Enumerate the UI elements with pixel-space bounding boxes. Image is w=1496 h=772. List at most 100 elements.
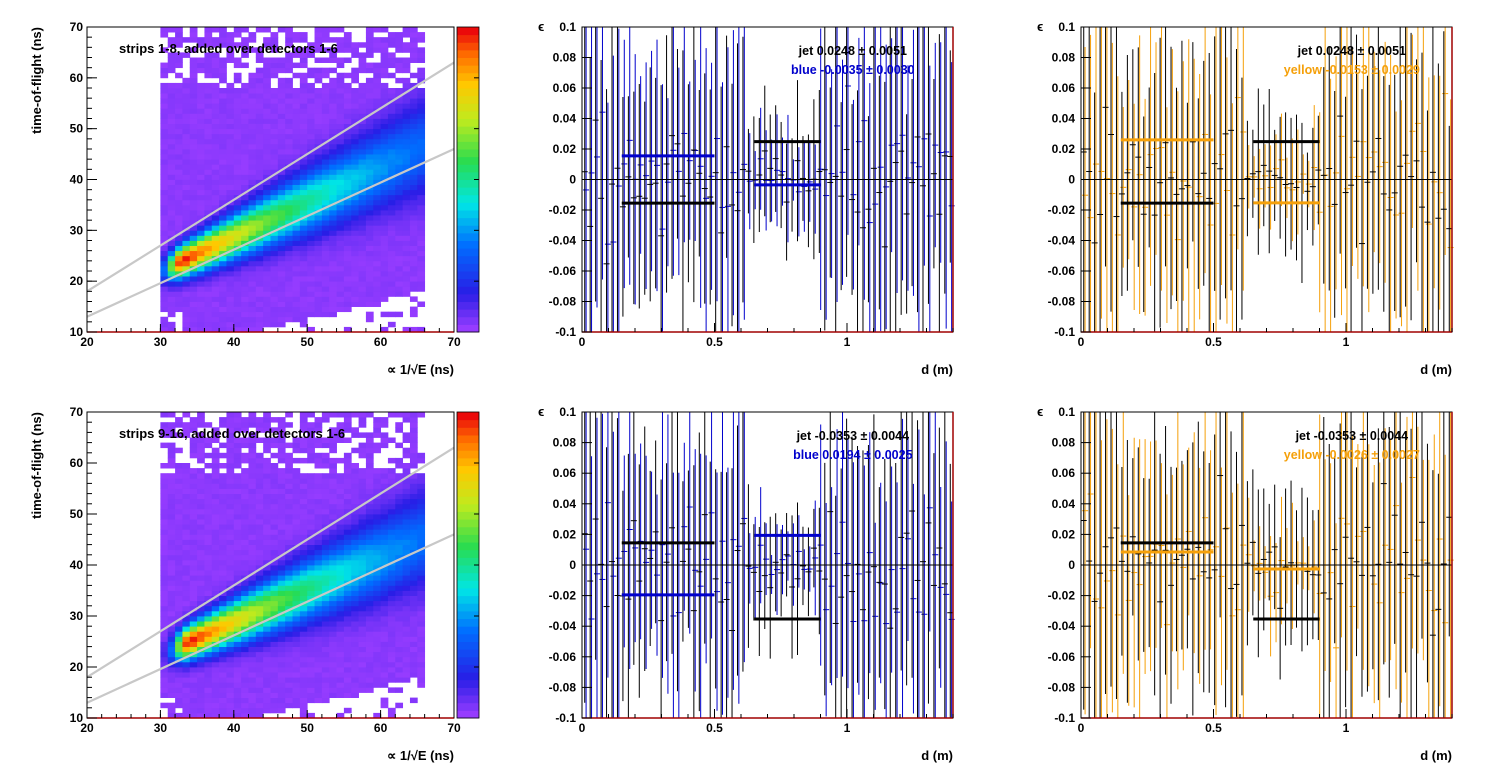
heatmap-cell — [336, 636, 345, 642]
heatmap-cell — [219, 605, 227, 612]
heatmap-cell — [358, 255, 367, 262]
heatmap-cell — [329, 189, 337, 196]
heatmap-cell — [263, 498, 271, 505]
heatmap-cell — [373, 483, 381, 489]
heatmap-cell — [343, 519, 352, 525]
heatmap-cell — [197, 98, 205, 104]
heatmap-cell — [299, 514, 308, 520]
heatmap-cell — [160, 621, 169, 627]
heatmap-cell — [409, 93, 418, 99]
heatmap-cell — [387, 286, 396, 292]
heatmap-cell — [263, 646, 271, 653]
heatmap-cell — [417, 194, 426, 201]
heatmap-cell — [211, 88, 220, 94]
heatmap-cell — [219, 559, 227, 566]
heatmap-cell — [285, 149, 293, 155]
heatmap-cell — [409, 204, 418, 211]
heatmap-cell — [167, 108, 176, 114]
heatmap-cell — [417, 575, 426, 581]
heatmap-cell — [182, 565, 191, 571]
heatmap-cell — [365, 210, 374, 216]
heatmap-cell — [329, 240, 337, 246]
heatmap-cell — [219, 276, 227, 282]
heatmap-cell — [373, 77, 381, 84]
heatmap-cell — [263, 255, 271, 262]
heatmap-cell — [211, 204, 220, 211]
heatmap-cell — [167, 154, 176, 160]
heatmap-cell — [189, 169, 198, 175]
heatmap-cell — [380, 590, 389, 596]
heatmap-cell — [211, 143, 220, 150]
heatmap-cell — [255, 108, 264, 114]
heatmap-cell — [263, 483, 271, 489]
heatmap-cell — [314, 503, 323, 510]
heatmap-cell — [263, 138, 271, 145]
heatmap-cell — [197, 103, 205, 109]
heatmap-cell — [255, 565, 264, 571]
heatmap-cell — [263, 108, 271, 114]
heatmap-cell — [299, 82, 308, 89]
colorbar-cell — [457, 641, 479, 650]
heatmap-cell — [197, 220, 205, 226]
heatmap-cell — [197, 265, 205, 272]
heatmap-cell — [380, 473, 389, 479]
heatmap-cell — [270, 296, 279, 302]
heatmap-cell — [387, 580, 396, 586]
heatmap-cell — [351, 143, 359, 150]
heatmap-cell — [351, 98, 359, 104]
heatmap-cell — [299, 529, 308, 535]
heatmap-cell — [182, 194, 191, 201]
heatmap-cell — [175, 595, 183, 602]
heatmap-cell — [321, 225, 330, 231]
heatmap-cell — [336, 240, 345, 246]
heatmap-cell — [189, 559, 198, 566]
heatmap-cell — [277, 661, 286, 668]
heatmap-cell — [417, 250, 426, 257]
heatmap-cell — [204, 199, 213, 206]
heatmap-cell — [233, 437, 242, 443]
heatmap-cell — [255, 488, 264, 494]
heatmap-cell — [211, 590, 220, 596]
heatmap-cell — [189, 636, 198, 642]
heatmap-cell — [395, 179, 404, 185]
heatmap-cell — [182, 641, 191, 647]
heatmap-cell — [167, 306, 176, 313]
heatmap-cell — [248, 255, 257, 262]
heatmap-cell — [175, 702, 183, 709]
heatmap-cell — [189, 682, 198, 688]
heatmap-cell — [329, 108, 337, 114]
heatmap-cell — [329, 570, 337, 576]
heatmap-cell — [329, 626, 337, 632]
heatmap-cell — [248, 291, 257, 297]
heatmap-cell — [189, 437, 198, 443]
heatmap-cell — [248, 47, 257, 53]
heatmap-cell — [248, 692, 257, 698]
heatmap-cell — [387, 93, 396, 99]
heatmap-cell — [160, 133, 169, 140]
heatmap-cell — [365, 646, 374, 653]
heatmap-cell — [263, 286, 271, 292]
heatmap-cell — [248, 539, 257, 545]
colorbar-cell — [457, 480, 479, 489]
heatmap-cell — [329, 27, 337, 33]
heatmap-cell — [204, 534, 213, 540]
heatmap-cell — [233, 707, 242, 714]
x-tick-label: 0 — [1078, 335, 1085, 349]
heatmap-cell — [409, 559, 418, 566]
heatmap-cell — [197, 514, 205, 520]
heatmap-cell — [373, 682, 381, 688]
heatmap-cell — [219, 565, 227, 571]
heatmap-cell — [292, 661, 301, 668]
heatmap-cell — [343, 595, 352, 602]
heatmap-cell — [270, 174, 279, 180]
heatmap-cell — [417, 519, 426, 525]
heatmap-cell — [204, 260, 213, 267]
heatmap-cell — [160, 255, 169, 262]
heatmap-cell — [255, 585, 264, 591]
heatmap-cell — [255, 149, 264, 155]
heatmap-cell — [255, 225, 264, 231]
heatmap-cell — [314, 138, 323, 145]
colorbar-cell — [457, 702, 479, 711]
heatmap-cell — [343, 306, 352, 313]
heatmap-cell — [270, 42, 279, 48]
